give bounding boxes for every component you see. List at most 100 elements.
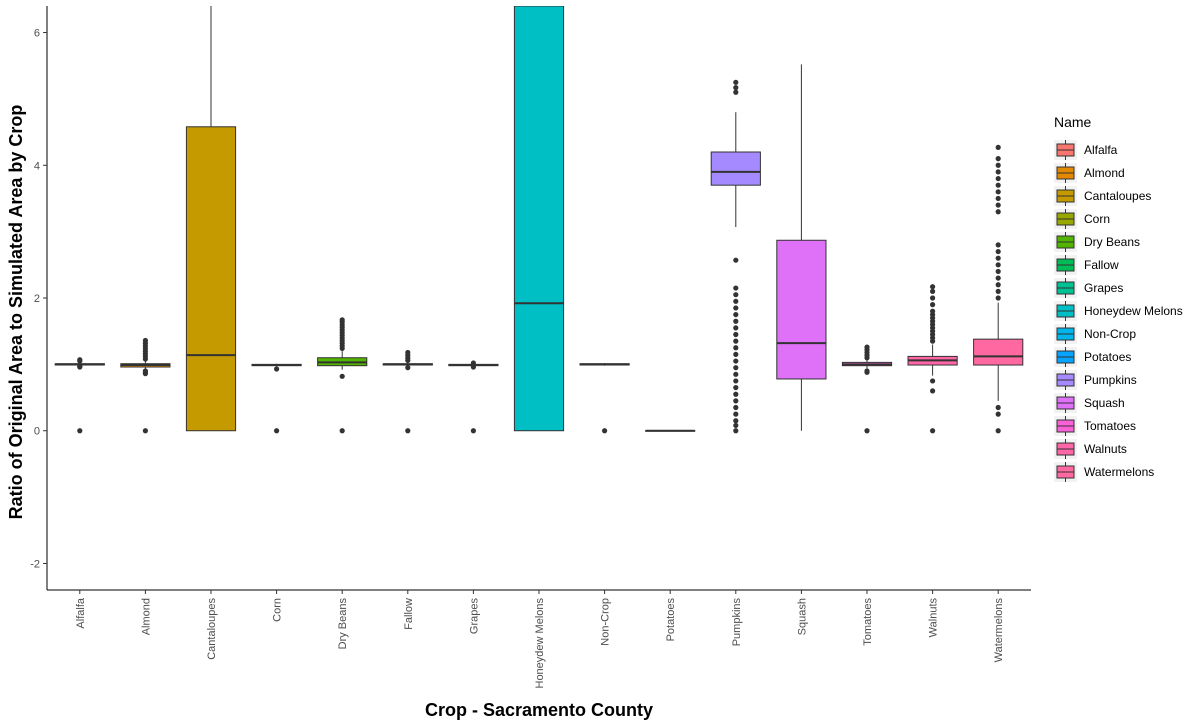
outlier-point bbox=[733, 79, 739, 85]
outlier-point bbox=[930, 428, 936, 434]
outlier-point bbox=[733, 285, 739, 291]
boxes bbox=[54, 6, 1024, 434]
legend-label: Watermelons bbox=[1084, 465, 1154, 479]
outlier-point bbox=[995, 144, 1001, 150]
outlier-point bbox=[733, 345, 739, 351]
outlier-point bbox=[733, 391, 739, 397]
y-tick-label: 2 bbox=[34, 293, 40, 305]
outlier-point bbox=[733, 305, 739, 311]
legend-item: Almond bbox=[1054, 163, 1125, 183]
outlier-point bbox=[733, 338, 739, 344]
outlier-point bbox=[930, 308, 936, 314]
outlier-point bbox=[470, 428, 476, 434]
outlier-point bbox=[733, 325, 739, 331]
legend-label: Tomatoes bbox=[1084, 419, 1136, 433]
outlier-point bbox=[339, 373, 345, 379]
outlier-point bbox=[339, 428, 345, 434]
x-tick-label: Squash bbox=[796, 598, 808, 635]
outlier-point bbox=[995, 288, 1001, 294]
outlier-point bbox=[733, 292, 739, 298]
legend-item: Honeydew Melons bbox=[1054, 301, 1183, 321]
outlier-point bbox=[470, 360, 476, 366]
outlier-point bbox=[995, 182, 1001, 188]
plot-area bbox=[54, 6, 1024, 434]
legend-item: Walnuts bbox=[1054, 439, 1127, 459]
outlier-point bbox=[995, 295, 1001, 301]
outlier-point bbox=[930, 378, 936, 384]
outlier-point bbox=[995, 411, 1001, 417]
box-walnuts bbox=[907, 284, 958, 434]
box-body bbox=[513, 6, 565, 432]
outlier-point bbox=[995, 195, 1001, 202]
box-body bbox=[185, 126, 237, 432]
outlier-point bbox=[930, 284, 936, 290]
outlier-point bbox=[995, 255, 1001, 261]
outlier-point bbox=[142, 368, 148, 374]
box-body bbox=[973, 338, 1024, 366]
x-tick-label: Dry Beans bbox=[337, 598, 349, 650]
legend-label: Cantaloupes bbox=[1084, 189, 1151, 203]
legend-label: Corn bbox=[1084, 212, 1110, 226]
outlier-point bbox=[142, 428, 148, 434]
x-tick-label: Tomatoes bbox=[862, 598, 874, 646]
outlier-point bbox=[864, 368, 870, 374]
legend-label: Non-Crop bbox=[1084, 327, 1136, 341]
outlier-point bbox=[995, 156, 1001, 162]
legend-item: Non-Crop bbox=[1054, 324, 1136, 344]
legend-item: Dry Beans bbox=[1054, 232, 1140, 252]
outlier-point bbox=[733, 411, 739, 417]
legend-item: Pumpkins bbox=[1054, 370, 1137, 390]
legend-item: Fallow bbox=[1054, 255, 1119, 275]
outlier-point bbox=[77, 363, 83, 369]
legend: Name Alfalfa Almond Cantaloupes Corn Dry Bea… bbox=[1054, 114, 1183, 482]
outlier-point bbox=[77, 428, 83, 434]
x-tick-label: Pumpkins bbox=[731, 598, 743, 647]
outlier-point bbox=[995, 404, 1001, 411]
box-cantaloupes bbox=[185, 6, 237, 432]
box-pumpkins bbox=[710, 79, 761, 434]
y-tick-label: -2 bbox=[30, 558, 40, 570]
legend-label: Pumpkins bbox=[1084, 373, 1137, 387]
legend-item: Grapes bbox=[1054, 278, 1123, 298]
box-non-crop bbox=[579, 363, 630, 434]
outlier-point bbox=[930, 295, 936, 301]
legend-label: Alfalfa bbox=[1084, 143, 1118, 157]
outlier-point bbox=[995, 175, 1001, 182]
x-axis-title: Crop - Sacramento County bbox=[425, 700, 653, 720]
outlier-point bbox=[405, 349, 411, 356]
legend-label: Squash bbox=[1084, 396, 1125, 410]
outlier-point bbox=[733, 398, 739, 404]
outlier-point bbox=[733, 331, 739, 338]
outlier-point bbox=[77, 357, 83, 363]
x-tick-label: Corn bbox=[272, 598, 284, 622]
outlier-point bbox=[733, 422, 739, 429]
outlier-point bbox=[930, 288, 936, 294]
box-fallow bbox=[382, 349, 433, 434]
x-tick-label: Fallow bbox=[403, 598, 415, 630]
x-tick-label: Watermelons bbox=[993, 598, 1005, 663]
outlier-point bbox=[995, 428, 1001, 434]
x-tick-label: Potatoes bbox=[665, 598, 677, 642]
outlier-point bbox=[995, 275, 1001, 281]
outlier-point bbox=[995, 262, 1001, 268]
box-corn bbox=[251, 363, 302, 434]
legend-label: Potatoes bbox=[1084, 350, 1131, 364]
outlier-point bbox=[405, 428, 411, 434]
box-dry-beans bbox=[317, 317, 368, 434]
outlier-point bbox=[733, 89, 739, 95]
outlier-point bbox=[733, 378, 739, 384]
y-tick-label: 6 bbox=[34, 28, 40, 40]
legend-item: Tomatoes bbox=[1054, 416, 1136, 436]
outlier-point bbox=[733, 371, 739, 377]
outlier-point bbox=[733, 358, 739, 364]
box-potatoes bbox=[645, 429, 696, 432]
legend-label: Grapes bbox=[1084, 281, 1123, 295]
outlier-point bbox=[733, 418, 739, 424]
outlier-point bbox=[733, 85, 739, 91]
box-squash bbox=[776, 64, 827, 431]
legend-item: Alfalfa bbox=[1054, 140, 1118, 160]
legend-label: Fallow bbox=[1084, 258, 1119, 272]
outlier-point bbox=[995, 189, 1001, 195]
legend-title: Name bbox=[1054, 114, 1092, 130]
